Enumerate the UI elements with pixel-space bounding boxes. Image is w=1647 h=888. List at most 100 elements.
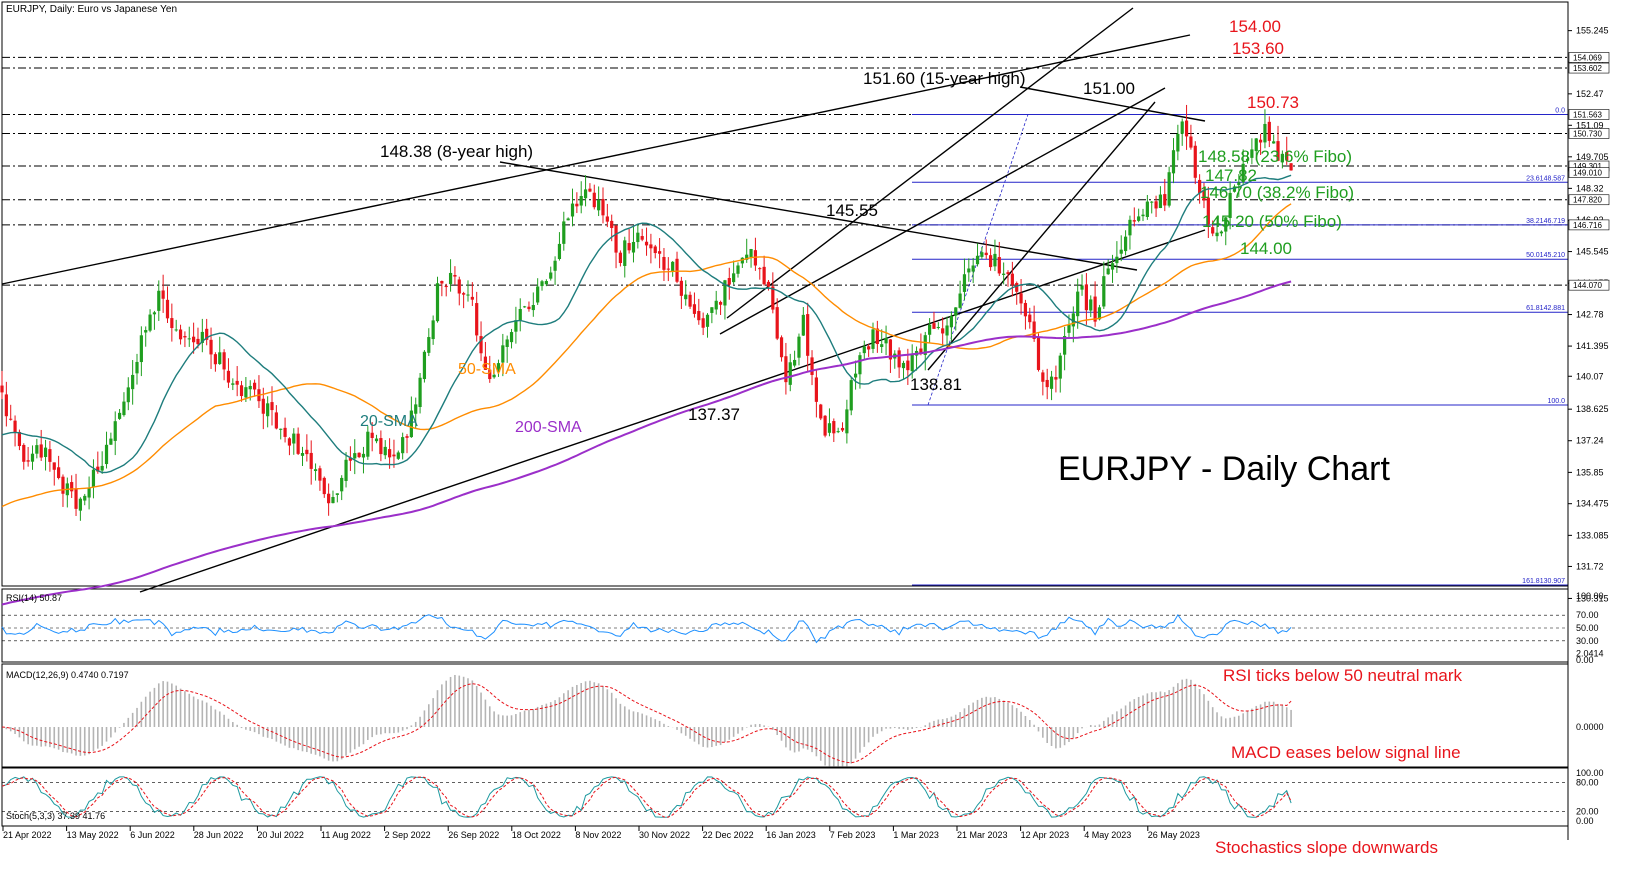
rsi-line	[1, 613, 1292, 644]
price-tick-label: 135.85	[1576, 467, 1604, 477]
candle-body	[988, 255, 993, 268]
date-tick-label: 1 Mar 2023	[893, 830, 939, 840]
price-marker-label: 147.820	[1573, 196, 1602, 205]
candle-body	[827, 423, 832, 433]
candle-body	[1010, 273, 1014, 285]
candle-body	[1258, 139, 1263, 143]
candle-body	[766, 281, 771, 287]
fibo-level-label: 23.6148.587	[1526, 175, 1565, 182]
candle-body	[218, 352, 222, 364]
candle-body	[971, 265, 975, 272]
candle-body	[1198, 179, 1202, 194]
candle-body	[1067, 324, 1071, 333]
candle-body	[945, 325, 949, 336]
rsi-axis-label: 100.00	[1576, 591, 1604, 601]
candle-body	[43, 447, 48, 458]
candle-body	[527, 306, 531, 310]
candle-body	[379, 438, 383, 455]
annotation-label: 145.20 (50% Fibo)	[1202, 212, 1342, 231]
candle-body	[627, 243, 631, 251]
candle-body	[718, 301, 723, 305]
candle-body	[39, 444, 43, 458]
candle-body	[901, 362, 906, 369]
candle-body	[692, 304, 697, 314]
annotation-label: 148.58 (23.6% Fibo)	[1198, 147, 1352, 166]
candle-body	[1128, 219, 1132, 236]
candle-body	[183, 336, 187, 338]
candle-body	[570, 203, 575, 217]
candle-body	[1193, 145, 1197, 178]
candle-body	[313, 469, 318, 472]
price-marker-box	[1568, 279, 1610, 291]
candle-body	[1215, 232, 1219, 237]
candle-body	[148, 314, 152, 331]
candle-body	[636, 232, 640, 243]
candle-body	[244, 387, 248, 398]
candle-body	[658, 251, 662, 254]
candle-body	[562, 221, 566, 244]
candle-body	[466, 294, 470, 296]
annotation-label: 145.55	[826, 201, 878, 220]
candle-body	[9, 418, 13, 420]
candle-body	[340, 477, 344, 492]
panel-border	[1, 588, 1569, 663]
candle-body	[1019, 293, 1023, 304]
candle-body	[305, 449, 309, 455]
candle-body	[1036, 337, 1041, 370]
candle-body	[344, 459, 348, 481]
candle-body	[810, 357, 814, 375]
candle-body	[1202, 191, 1206, 201]
candle-body	[605, 216, 609, 222]
candle-body	[836, 431, 840, 433]
candle-body	[662, 256, 666, 270]
candle-body	[83, 495, 87, 501]
candle-body	[1237, 182, 1241, 185]
candle-body	[96, 466, 100, 472]
candle-body	[745, 254, 749, 260]
date-tick-label: 28 Jun 2022	[194, 830, 244, 840]
candle-body	[205, 328, 209, 340]
watermark-title: EURJPY - Daily Chart	[1058, 450, 1390, 488]
candle-body	[414, 404, 418, 414]
price-marker-box	[1568, 128, 1610, 139]
candle-body	[209, 339, 213, 355]
candle-body	[867, 346, 871, 350]
candle-body	[1123, 236, 1128, 252]
candle-body	[30, 453, 35, 462]
candle-body	[174, 329, 178, 331]
candle-body	[0, 385, 4, 393]
candle-body	[1171, 150, 1176, 174]
candle-body	[614, 225, 618, 253]
candle-body	[1023, 302, 1028, 317]
candle-body	[705, 314, 710, 327]
candle-body	[1028, 314, 1032, 323]
candle-body	[266, 403, 270, 417]
candle-body	[880, 344, 884, 347]
macd-note: MACD eases below signal line	[1231, 743, 1461, 762]
candle-body	[396, 452, 400, 459]
candle-body	[928, 324, 932, 335]
candle-body	[980, 252, 984, 257]
annotation-label: 144.00	[1240, 239, 1292, 258]
trendline	[927, 101, 1156, 371]
candle-body	[52, 462, 56, 470]
candle-body	[1276, 141, 1280, 161]
candle-body	[1267, 121, 1271, 141]
candle-body	[888, 339, 893, 360]
candle-body	[579, 195, 583, 206]
candle-body	[1041, 372, 1045, 382]
trendline	[1, 34, 1191, 285]
candle-body	[575, 203, 579, 207]
date-tick-label: 11 Aug 2022	[321, 830, 371, 840]
candle-body	[631, 241, 636, 253]
annotation-label: 137.37	[688, 405, 740, 424]
stoch-k-line	[1, 776, 1292, 818]
candle-body	[109, 438, 113, 445]
annotation-label: 154.00	[1229, 17, 1281, 36]
candle-body	[975, 255, 980, 265]
price-tick-label: 134.475	[1576, 499, 1609, 509]
candle-body	[139, 335, 143, 363]
candle-body	[235, 380, 239, 385]
candle-body	[479, 336, 483, 354]
candle-body	[1245, 158, 1250, 161]
